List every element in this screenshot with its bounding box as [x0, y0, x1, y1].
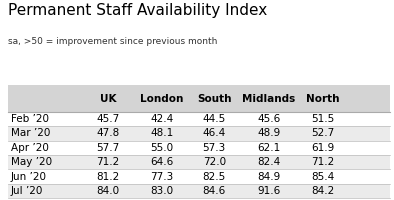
Text: 72.0: 72.0	[203, 157, 226, 167]
Text: 45.6: 45.6	[257, 114, 281, 124]
Text: 84.0: 84.0	[97, 186, 120, 196]
Text: 82.4: 82.4	[257, 157, 281, 167]
Text: 48.9: 48.9	[257, 129, 281, 139]
Text: Jun ’20: Jun ’20	[11, 171, 47, 182]
Text: 84.2: 84.2	[312, 186, 335, 196]
Text: 44.5: 44.5	[203, 114, 226, 124]
Text: Jul ’20: Jul ’20	[11, 186, 43, 196]
Text: 81.2: 81.2	[97, 171, 120, 182]
Text: UK: UK	[100, 94, 117, 104]
Text: 52.7: 52.7	[312, 129, 335, 139]
Text: 77.3: 77.3	[150, 171, 173, 182]
Text: 55.0: 55.0	[150, 143, 173, 153]
Text: 64.6: 64.6	[150, 157, 173, 167]
Text: 46.4: 46.4	[203, 129, 226, 139]
Text: North: North	[307, 94, 340, 104]
Text: 62.1: 62.1	[257, 143, 281, 153]
Text: 51.5: 51.5	[312, 114, 335, 124]
Text: 42.4: 42.4	[150, 114, 173, 124]
Text: South: South	[197, 94, 232, 104]
Text: 61.9: 61.9	[312, 143, 335, 153]
Text: 71.2: 71.2	[312, 157, 335, 167]
Text: 85.4: 85.4	[312, 171, 335, 182]
Text: 84.9: 84.9	[257, 171, 281, 182]
Text: 57.3: 57.3	[203, 143, 226, 153]
Text: Mar ’20: Mar ’20	[11, 129, 50, 139]
Text: Midlands: Midlands	[242, 94, 296, 104]
Text: 45.7: 45.7	[97, 114, 120, 124]
Text: 71.2: 71.2	[97, 157, 120, 167]
Text: 83.0: 83.0	[150, 186, 173, 196]
Text: 48.1: 48.1	[150, 129, 173, 139]
Text: 57.7: 57.7	[97, 143, 120, 153]
Text: Apr ’20: Apr ’20	[11, 143, 49, 153]
Text: May ’20: May ’20	[11, 157, 52, 167]
Text: 82.5: 82.5	[203, 171, 226, 182]
Text: London: London	[140, 94, 183, 104]
Text: Feb ’20: Feb ’20	[11, 114, 49, 124]
Text: 84.6: 84.6	[203, 186, 226, 196]
Text: 91.6: 91.6	[257, 186, 281, 196]
Text: sa, >50 = improvement since previous month: sa, >50 = improvement since previous mon…	[8, 37, 217, 46]
Text: Permanent Staff Availability Index: Permanent Staff Availability Index	[8, 3, 267, 18]
Text: 47.8: 47.8	[97, 129, 120, 139]
